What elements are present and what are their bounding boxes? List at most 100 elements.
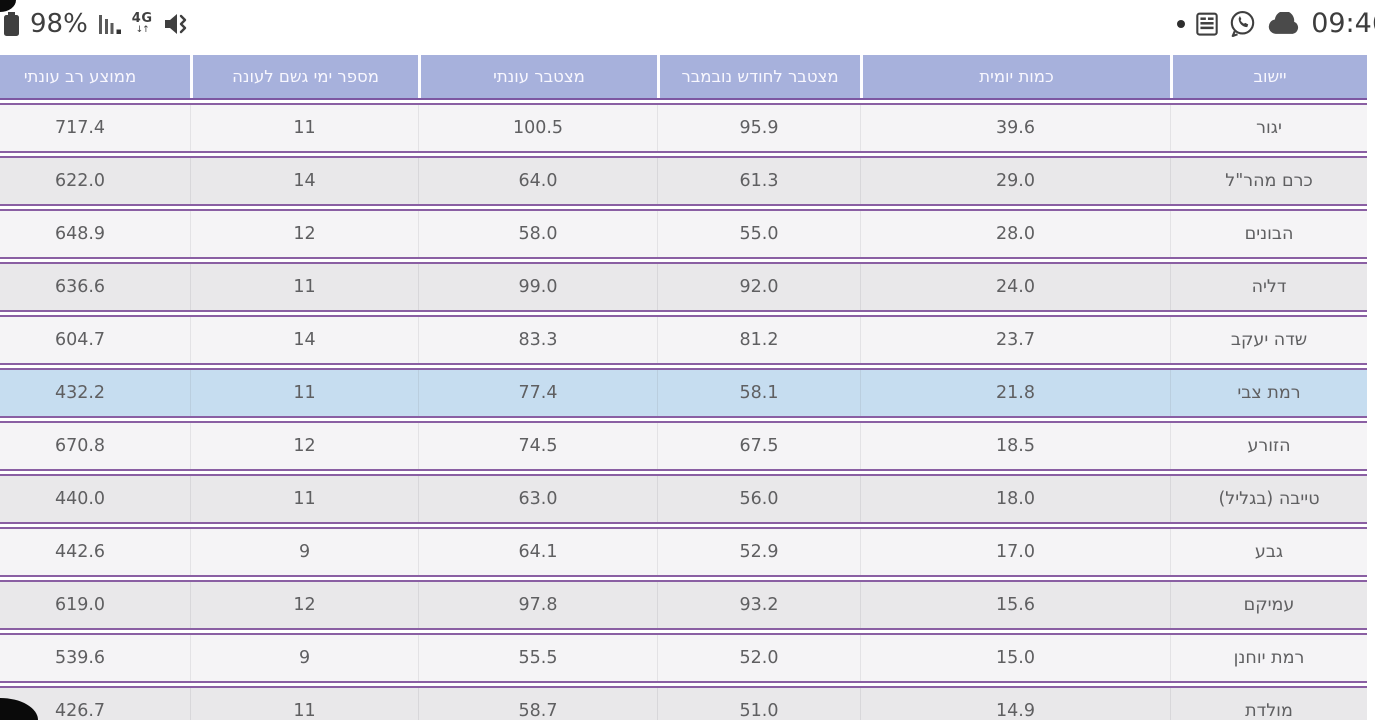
cell-seasonal-cumulative: 99.0 <box>418 264 657 310</box>
column-header-rain-days[interactable]: מספר ימי גשם לעונה <box>190 55 418 98</box>
cell-rain-days: 12 <box>190 211 418 257</box>
cell-november-cumulative: 52.9 <box>657 529 860 575</box>
cell-settlement: שדה יעקב <box>1170 317 1367 363</box>
column-header-settlement[interactable]: יישוב <box>1170 55 1367 98</box>
cell-multi-season-average: 604.7 <box>54 330 106 350</box>
cell-daily-amount: 24.0 <box>860 264 1170 310</box>
table-row[interactable]: גבע 17.0 52.9 64.1 9 442.6 <box>0 527 1367 577</box>
clock-time: 09:46 <box>1311 8 1375 39</box>
cell-multi-season-average: 619.0 <box>54 595 106 615</box>
cell-seasonal-cumulative: 58.7 <box>418 688 657 720</box>
data-arrows-icon: ↓↑ <box>135 25 150 35</box>
cell-seasonal-cumulative: 74.5 <box>418 423 657 469</box>
table-row[interactable]: טייבה (בגליל) 18.0 56.0 63.0 11 440.0 <box>0 474 1367 524</box>
cell-rain-days: 12 <box>190 582 418 628</box>
network-type-indicator: 4G ↓↑ <box>132 12 153 35</box>
table-row[interactable]: הבונים 28.0 55.0 58.0 12 648.9 <box>0 209 1367 259</box>
cell-settlement: מולדת <box>1170 688 1367 720</box>
cell-settlement: טייבה (בגליל) <box>1170 476 1367 522</box>
cell-rain-days: 11 <box>190 688 418 720</box>
cell-daily-amount: 18.0 <box>860 476 1170 522</box>
column-header-daily-amount[interactable]: כמות יומית <box>860 55 1170 98</box>
cell-multi-season-average: 426.7 <box>54 701 106 720</box>
status-bar-left: 98% 4G ↓↑ <box>3 0 190 47</box>
table-row[interactable]: עמיקם 15.6 93.2 97.8 12 619.0 <box>0 580 1367 630</box>
column-header-multi-season-average[interactable]: ממוצע רב עונתי <box>23 67 137 86</box>
cell-settlement: הבונים <box>1170 211 1367 257</box>
cell-rain-days: 12 <box>190 423 418 469</box>
column-header-seasonal-cumulative[interactable]: מצטבר עונתי <box>418 55 657 98</box>
table-row[interactable]: רמת יוחנן 15.0 52.0 55.5 9 539.6 <box>0 633 1367 683</box>
cell-multi-season-average: 432.2 <box>54 383 106 403</box>
cell-multi-season-average: 717.4 <box>54 118 106 138</box>
cell-daily-amount: 28.0 <box>860 211 1170 257</box>
table-row[interactable]: מולדת 14.9 51.0 58.7 11 426.7 <box>0 686 1367 720</box>
cell-settlement: דליה <box>1170 264 1367 310</box>
cell-november-cumulative: 56.0 <box>657 476 860 522</box>
cell-seasonal-cumulative: 83.3 <box>418 317 657 363</box>
signal-bars-icon <box>98 14 121 34</box>
cell-multi-season-average: 442.6 <box>54 542 106 562</box>
cell-settlement: הזורע <box>1170 423 1367 469</box>
cell-seasonal-cumulative: 55.5 <box>418 635 657 681</box>
table-row[interactable]: דליה 24.0 92.0 99.0 11 636.6 <box>0 262 1367 312</box>
cell-multi-season-average: 539.6 <box>54 648 106 668</box>
cell-november-cumulative: 61.3 <box>657 158 860 204</box>
table-row[interactable]: רמת צבי 21.8 58.1 77.4 11 432.2 <box>0 368 1367 418</box>
cell-daily-amount: 23.7 <box>860 317 1170 363</box>
cell-settlement: רמת צבי <box>1170 370 1367 416</box>
status-bar-right: 09:46 <box>1177 0 1375 47</box>
cell-seasonal-cumulative: 63.0 <box>418 476 657 522</box>
cell-daily-amount: 15.0 <box>860 635 1170 681</box>
cell-multi-season-average: 648.9 <box>54 224 106 244</box>
mute-vibrate-icon <box>164 13 186 34</box>
news-icon <box>1196 12 1218 36</box>
cell-multi-season-average: 440.0 <box>54 489 106 509</box>
cell-november-cumulative: 95.9 <box>657 105 860 151</box>
cell-daily-amount: 29.0 <box>860 158 1170 204</box>
cell-daily-amount: 18.5 <box>860 423 1170 469</box>
cell-daily-amount: 21.8 <box>860 370 1170 416</box>
table-row[interactable]: יגור 39.6 95.9 100.5 11 717.4 <box>0 103 1367 153</box>
cell-seasonal-cumulative: 64.0 <box>418 158 657 204</box>
cell-november-cumulative: 92.0 <box>657 264 860 310</box>
cell-multi-season-average: 636.6 <box>54 277 106 297</box>
cell-settlement: גבע <box>1170 529 1367 575</box>
cell-settlement: עמיקם <box>1170 582 1367 628</box>
cell-settlement: רמת יוחנן <box>1170 635 1367 681</box>
status-bar: 98% 4G ↓↑ <box>0 0 1375 47</box>
cell-november-cumulative: 58.1 <box>657 370 860 416</box>
cell-seasonal-cumulative: 64.1 <box>418 529 657 575</box>
cell-seasonal-cumulative: 77.4 <box>418 370 657 416</box>
table-row[interactable]: שדה יעקב 23.7 81.2 83.3 14 604.7 <box>0 315 1367 365</box>
cell-seasonal-cumulative: 100.5 <box>418 105 657 151</box>
cell-settlement: כרם מהר"ל <box>1170 158 1367 204</box>
battery-icon <box>4 11 19 36</box>
cell-seasonal-cumulative: 97.8 <box>418 582 657 628</box>
cell-daily-amount: 14.9 <box>860 688 1170 720</box>
cell-seasonal-cumulative: 58.0 <box>418 211 657 257</box>
cell-multi-season-average: 670.8 <box>54 436 106 456</box>
cell-november-cumulative: 55.0 <box>657 211 860 257</box>
cell-settlement: יגור <box>1170 105 1367 151</box>
whatsapp-icon <box>1230 11 1255 37</box>
cell-daily-amount: 17.0 <box>860 529 1170 575</box>
cloud-icon <box>1269 12 1299 34</box>
battery-percent: 98% <box>30 8 88 39</box>
cell-rain-days: 9 <box>190 635 418 681</box>
cell-daily-amount: 39.6 <box>860 105 1170 151</box>
cell-rain-days: 14 <box>190 317 418 363</box>
table-body: יגור 39.6 95.9 100.5 11 717.4 כרם מהר"ל … <box>0 103 1367 720</box>
cell-november-cumulative: 52.0 <box>657 635 860 681</box>
rainfall-table: יישוב כמות יומית מצטבר לחודש נובמבר מצטב… <box>0 55 1367 720</box>
cell-daily-amount: 15.6 <box>860 582 1170 628</box>
cell-november-cumulative: 81.2 <box>657 317 860 363</box>
notification-dot-icon <box>1177 19 1186 28</box>
cell-rain-days: 11 <box>190 370 418 416</box>
column-header-november-cumulative[interactable]: מצטבר לחודש נובמבר <box>657 55 860 98</box>
table-row[interactable]: הזורע 18.5 67.5 74.5 12 670.8 <box>0 421 1367 471</box>
cell-rain-days: 11 <box>190 105 418 151</box>
cell-november-cumulative: 51.0 <box>657 688 860 720</box>
table-row[interactable]: כרם מהר"ל 29.0 61.3 64.0 14 622.0 <box>0 156 1367 206</box>
